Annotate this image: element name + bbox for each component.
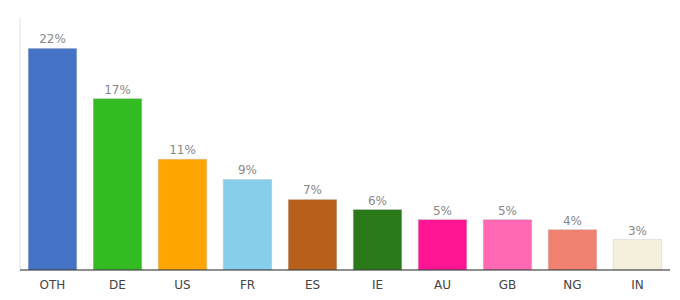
bar [483,220,532,270]
data-label: 22% [39,32,66,46]
bar [93,99,142,270]
data-label: 4% [563,214,582,228]
x-tick-label: IE [372,278,383,292]
y-axis-line [20,18,21,270]
bar [353,210,402,270]
data-label: 9% [238,163,257,177]
data-label: 3% [628,224,647,238]
data-label: 5% [433,204,452,218]
bar [613,240,662,270]
data-labels: 22% 17% 11% 9% 7% 6% 5% 5% 4% 3% [39,32,647,238]
bar [223,179,272,270]
x-axis-line [20,269,670,270]
data-label: 5% [498,204,517,218]
bar [28,48,77,270]
x-tick-label: GB [499,278,517,292]
x-tick-label: FR [240,278,255,292]
bar [418,220,467,270]
x-tick-label: IN [631,278,644,292]
x-tick-label: US [174,278,190,292]
x-tick-label: DE [109,278,126,292]
bars [28,48,662,270]
chart-container: 22% 17% 11% 9% 7% 6% 5% 5% 4% 3% OTH DE US FR ES IE AU GB… [0,0,680,300]
bar [548,230,597,270]
chart: 22% 17% 11% 9% 7% 6% 5% 5% 4% 3% OTH DE US FR ES IE AU GB… [0,0,680,300]
data-label: 11% [169,143,196,157]
x-ticks: OTH DE US FR ES IE AU GB NG IN [40,278,644,292]
data-label: 17% [104,83,131,97]
bar [288,199,337,270]
bar [158,159,207,270]
x-tick-label: NG [563,278,581,292]
x-tick-label: AU [434,278,451,292]
x-tick-label: OTH [40,278,66,292]
page: {"chart_data": {"type": "bar", "categori… [0,0,680,300]
data-label: 7% [303,183,322,197]
data-label: 6% [368,194,387,208]
x-tick-label: ES [305,278,320,292]
